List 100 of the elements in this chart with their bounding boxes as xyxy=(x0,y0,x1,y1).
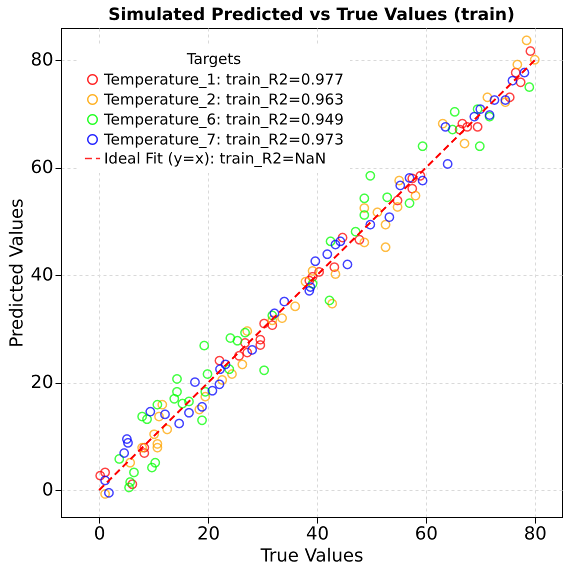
point xyxy=(199,340,210,351)
point xyxy=(270,308,280,318)
point xyxy=(482,92,492,102)
point xyxy=(157,400,168,410)
point xyxy=(172,386,182,397)
legend-label: Ideal Fit (y=x): train_R2=NaN xyxy=(104,150,326,168)
point xyxy=(472,122,483,132)
point xyxy=(95,470,106,481)
point xyxy=(342,260,352,270)
point xyxy=(519,68,530,78)
point xyxy=(214,379,224,390)
point xyxy=(125,458,136,468)
point xyxy=(350,226,361,237)
point xyxy=(384,212,394,222)
point xyxy=(440,122,450,132)
point xyxy=(404,198,414,208)
point xyxy=(104,488,114,498)
point xyxy=(404,173,414,183)
point xyxy=(410,190,420,201)
point xyxy=(359,193,370,204)
point xyxy=(407,174,418,184)
legend-label: Temperature_1: train_R2=0.977 xyxy=(103,70,344,88)
point xyxy=(460,138,470,148)
x-tick-label: 60 xyxy=(414,524,438,544)
point xyxy=(255,340,266,350)
point xyxy=(227,369,237,379)
point xyxy=(114,454,124,464)
point xyxy=(415,170,426,181)
point xyxy=(365,220,376,230)
y-tick-label: 80 xyxy=(30,50,54,71)
point xyxy=(160,409,170,420)
point xyxy=(524,82,534,92)
point xyxy=(335,236,346,246)
point xyxy=(100,467,110,478)
point xyxy=(500,97,510,108)
point xyxy=(330,240,340,250)
point xyxy=(220,359,230,370)
point xyxy=(380,220,390,230)
point xyxy=(267,320,278,330)
point xyxy=(152,442,162,453)
y-tick-label: 0 xyxy=(42,480,54,501)
point xyxy=(462,122,472,132)
point xyxy=(454,124,465,134)
point xyxy=(234,350,244,361)
point xyxy=(304,286,314,296)
point xyxy=(240,328,250,338)
point xyxy=(149,429,160,440)
point xyxy=(200,392,210,402)
point xyxy=(450,106,460,117)
point xyxy=(242,348,252,358)
point xyxy=(516,77,526,88)
point xyxy=(512,60,522,70)
point xyxy=(125,477,136,487)
point xyxy=(215,364,225,374)
point xyxy=(200,386,210,397)
point xyxy=(354,234,364,245)
x-tick-label: 40 xyxy=(306,524,329,544)
x-tick-label: 0 xyxy=(94,524,106,544)
point xyxy=(225,333,236,343)
point xyxy=(508,76,518,86)
point xyxy=(457,118,468,129)
point xyxy=(372,207,382,218)
point xyxy=(242,326,252,336)
chart-title: Simulated Predicted vs True Values (train) xyxy=(108,5,515,25)
point xyxy=(327,298,338,309)
point xyxy=(142,414,152,424)
x-axis-title: True Values xyxy=(260,546,364,566)
point xyxy=(510,68,521,78)
point xyxy=(162,424,172,434)
point xyxy=(474,141,485,152)
point xyxy=(305,282,316,292)
point xyxy=(129,467,139,478)
y-axis-title: Predicted Values xyxy=(6,198,28,348)
point xyxy=(308,266,318,276)
point xyxy=(530,54,540,65)
point xyxy=(329,262,340,272)
point xyxy=(154,412,164,422)
point xyxy=(145,406,156,417)
point xyxy=(169,394,180,404)
y-tick-label: 40 xyxy=(30,264,54,286)
point xyxy=(100,476,110,486)
point xyxy=(267,315,278,326)
point xyxy=(472,104,483,114)
point xyxy=(418,176,428,186)
point xyxy=(152,438,162,449)
point xyxy=(240,338,250,348)
point xyxy=(304,276,314,286)
point xyxy=(324,296,334,306)
y-tick-label: 60 xyxy=(30,157,54,178)
point xyxy=(119,448,130,458)
point xyxy=(184,408,194,418)
point xyxy=(438,118,448,129)
point xyxy=(322,249,332,260)
point xyxy=(314,267,324,277)
legend-label: Temperature_7: train_R2=0.973 xyxy=(103,130,344,148)
point xyxy=(338,232,348,242)
point xyxy=(359,210,370,220)
point xyxy=(290,301,300,312)
point xyxy=(122,434,132,444)
legend-title: Targets xyxy=(186,50,242,68)
